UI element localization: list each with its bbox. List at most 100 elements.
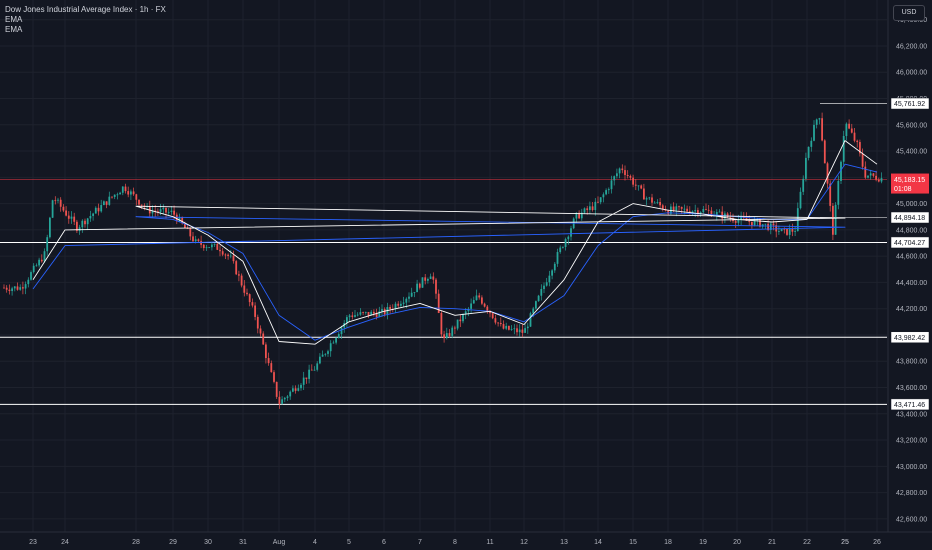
y-tick-label: 42,600.00 <box>896 516 927 523</box>
candle <box>186 228 189 230</box>
candle <box>289 391 292 397</box>
candle <box>826 163 829 184</box>
ema-slow-legend[interactable]: EMA <box>5 25 23 34</box>
candle <box>715 212 718 216</box>
candle <box>869 173 872 176</box>
candle <box>157 211 159 213</box>
candle <box>275 381 278 397</box>
candle <box>645 198 648 200</box>
candle <box>529 313 532 327</box>
candle <box>842 135 845 162</box>
candle <box>659 202 661 206</box>
x-tick-label: 13 <box>560 539 568 546</box>
candle <box>76 221 78 231</box>
candle <box>510 329 513 330</box>
candle <box>84 220 86 225</box>
candle <box>30 272 32 280</box>
candle <box>551 270 553 276</box>
candle <box>570 228 572 237</box>
candle <box>346 317 348 323</box>
candle <box>491 313 494 319</box>
candle <box>262 333 265 345</box>
candle <box>375 313 378 317</box>
candle <box>200 240 202 245</box>
candle <box>121 186 124 193</box>
candle <box>278 396 281 405</box>
candle <box>413 292 416 293</box>
price-badge-value: 45,183.15 <box>894 177 925 184</box>
y-tick-label: 45,000.00 <box>896 201 927 208</box>
candle <box>356 314 359 316</box>
level-label-box <box>890 97 930 110</box>
candle <box>229 255 232 257</box>
candle <box>726 213 729 218</box>
candle <box>246 292 248 295</box>
candle <box>11 288 13 291</box>
candle <box>753 220 756 226</box>
candle <box>575 212 578 219</box>
candle <box>877 179 880 182</box>
candle <box>594 201 597 210</box>
currency-button[interactable]: USD <box>893 5 925 21</box>
candle <box>170 210 173 212</box>
candle <box>92 213 94 216</box>
candle <box>767 223 769 230</box>
x-tick-label: Aug <box>273 539 286 546</box>
candle <box>165 207 167 213</box>
candle <box>632 177 634 185</box>
candle <box>680 206 683 209</box>
candle <box>837 180 840 205</box>
ema-fast-line <box>32 140 878 345</box>
candle <box>127 191 130 195</box>
candle <box>175 214 178 222</box>
candle <box>807 146 810 158</box>
candle <box>194 239 197 242</box>
candle <box>845 123 848 136</box>
y-tick-label: 42,800.00 <box>896 490 927 497</box>
candle <box>132 191 135 195</box>
candle <box>591 206 594 210</box>
candle <box>840 161 842 181</box>
candle <box>721 211 724 219</box>
candle <box>16 286 19 290</box>
candle <box>35 265 38 267</box>
candle <box>751 221 753 226</box>
candle <box>672 206 675 211</box>
candle <box>59 199 62 207</box>
chart-legend: Dow Jones Industrial Average Index · 1h … <box>5 5 166 35</box>
candle <box>810 140 813 147</box>
candle <box>292 388 294 392</box>
y-tick-label: 46,000.00 <box>896 70 927 77</box>
candle <box>454 327 456 329</box>
candle <box>81 220 84 228</box>
candle <box>332 342 335 344</box>
candle <box>184 223 186 229</box>
candle <box>51 200 54 218</box>
candle <box>856 140 859 143</box>
candle <box>27 279 30 285</box>
candle <box>559 247 562 253</box>
candle <box>57 199 59 201</box>
candle <box>859 142 861 154</box>
x-tick-label: 8 <box>453 539 457 546</box>
candle <box>46 237 49 252</box>
candle <box>167 211 170 213</box>
candle <box>424 277 427 281</box>
candle <box>159 209 162 212</box>
candle <box>775 225 778 232</box>
level-label-box <box>890 331 930 344</box>
candle <box>778 231 780 232</box>
candle <box>802 178 805 192</box>
candle <box>354 315 356 317</box>
candle <box>94 207 97 214</box>
candle <box>583 208 586 213</box>
candle <box>124 186 127 192</box>
candle <box>248 294 251 303</box>
candle <box>370 311 373 316</box>
candle <box>5 287 8 290</box>
symbol-title[interactable]: Dow Jones Industrial Average Index · 1h … <box>5 5 166 14</box>
x-tick-label: 15 <box>629 539 637 546</box>
ema-fast-legend[interactable]: EMA <box>5 15 23 24</box>
